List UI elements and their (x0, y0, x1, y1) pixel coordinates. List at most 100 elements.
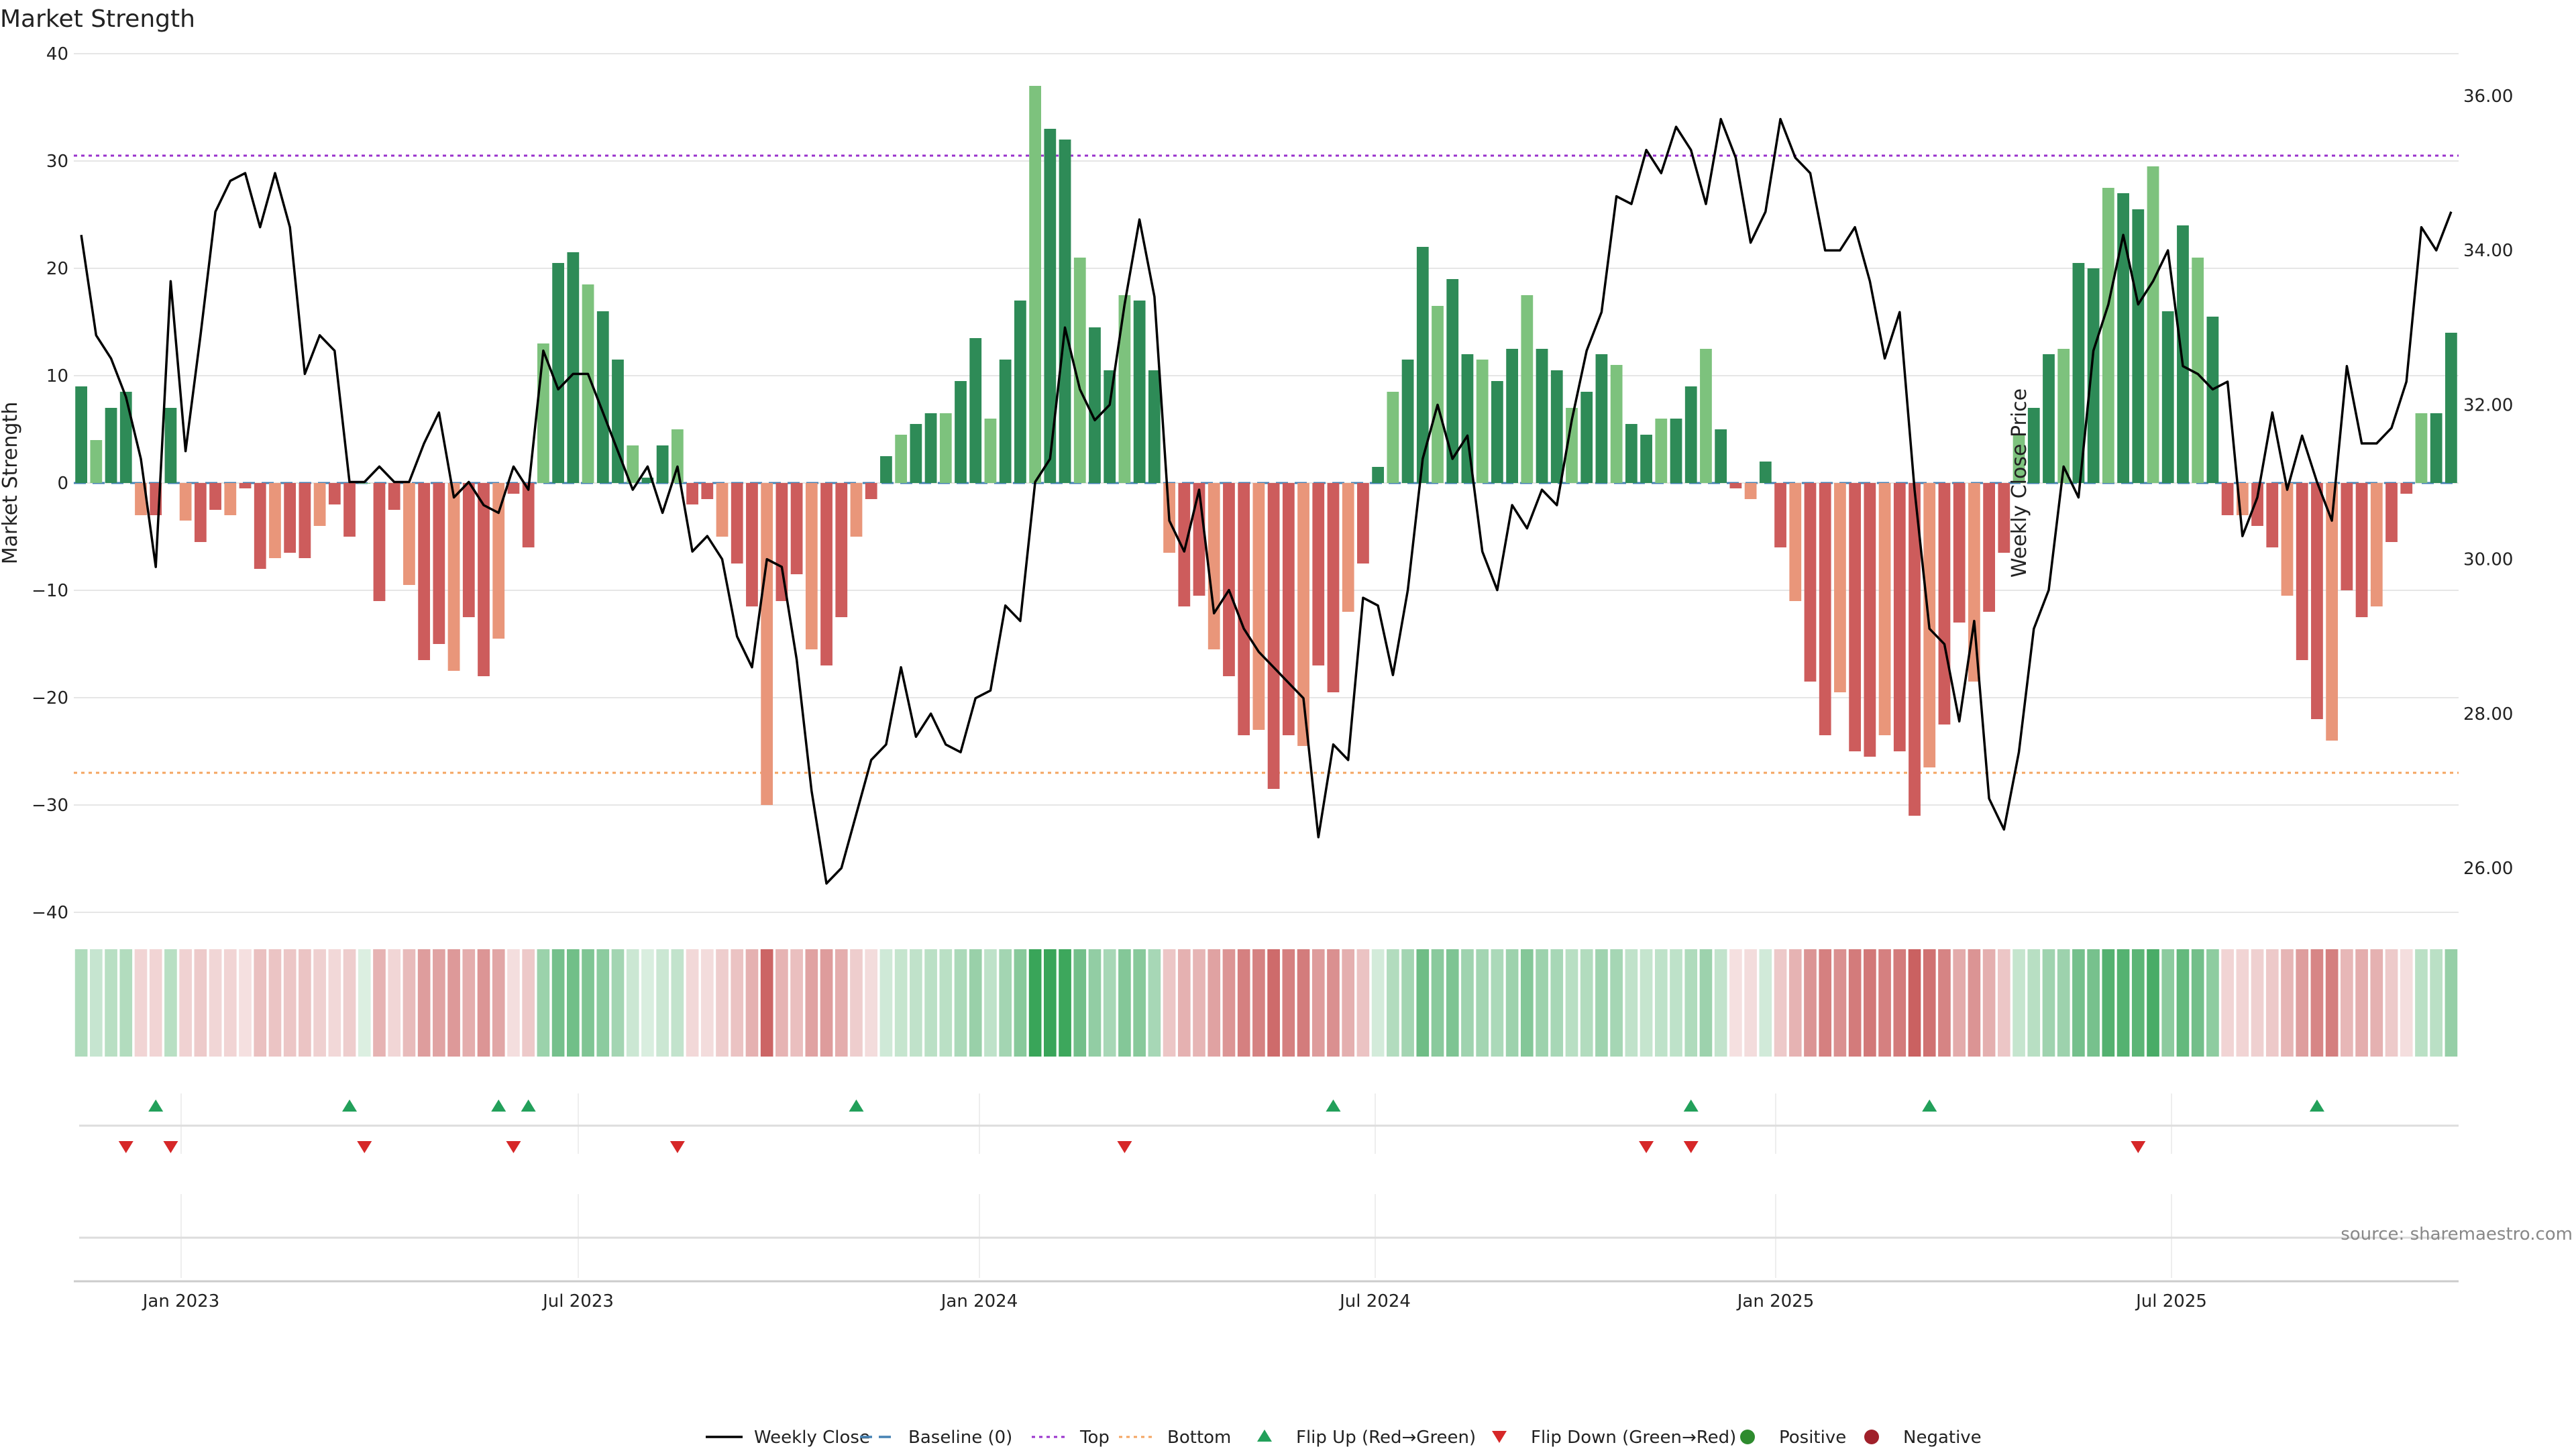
strength-heat-cell (239, 949, 252, 1057)
strength-heat-cell (1118, 949, 1131, 1057)
strength-heat-cell (939, 949, 953, 1057)
strength-heat-cell (2116, 949, 2130, 1057)
strength-bar (1416, 247, 1429, 483)
flip-down-marker (163, 1141, 178, 1153)
strength-heat-cell (1893, 949, 1907, 1057)
strength-bar (2370, 483, 2383, 606)
strength-heat-cell (1908, 949, 1921, 1057)
strength-heat-cell (1714, 949, 1727, 1057)
strength-heat-cell (582, 949, 594, 1057)
strength-heat-cell (999, 949, 1012, 1057)
strength-bar (75, 386, 87, 483)
strength-bar (2415, 413, 2428, 483)
strength-bar (239, 483, 252, 488)
strength-heat-cell (1729, 949, 1742, 1057)
strength-heat-cell (2400, 949, 2413, 1057)
strength-heat-cell (2027, 949, 2041, 1057)
strength-bar (2117, 193, 2129, 483)
flip-down-marker (1683, 1141, 1699, 1153)
y-tick-label: 0 (57, 474, 68, 494)
strength-heat-cell (1580, 949, 1593, 1057)
legend-label: Bottom (1167, 1428, 1231, 1448)
strength-bar (1118, 295, 1131, 483)
strength-bar (1655, 419, 1668, 483)
strength-bar (641, 478, 654, 483)
strength-heat-cell (611, 949, 625, 1057)
strength-bar (2296, 483, 2308, 660)
y-tick-label: 30 (46, 152, 68, 172)
strength-heat-cell (1654, 949, 1668, 1057)
strength-heat-cell (1565, 949, 1578, 1057)
reference-lines (74, 154, 2459, 774)
strength-bar (775, 483, 788, 601)
strength-heat-cell (671, 949, 684, 1057)
strength-heat-cell (2355, 949, 2368, 1057)
strength-bar (1521, 295, 1534, 483)
strength-heat-cell (343, 949, 356, 1057)
strength-heat-cell (1610, 949, 1623, 1057)
strength-heat-cell (954, 949, 967, 1057)
chart-title: Market Strength (0, 5, 195, 33)
y2-tick-label: 36.00 (2463, 87, 2513, 107)
flip-down-marker (357, 1141, 372, 1153)
strength-bar (1789, 483, 1802, 601)
flip-up-marker (849, 1099, 864, 1112)
strength-bar (1595, 354, 1608, 483)
strength-heat-cell (1311, 949, 1325, 1057)
strength-bar (731, 483, 743, 564)
strength-heat-cell (1222, 949, 1236, 1057)
strength-heat-cell (2161, 949, 2175, 1057)
strength-heat-cell (1073, 949, 1087, 1057)
y-axis-label: Market Strength (0, 402, 22, 564)
strength-bar (1909, 483, 1921, 816)
strength-heat-cell (134, 949, 148, 1057)
strength-heat-cell (2445, 949, 2458, 1057)
strength-heat-cell (194, 949, 207, 1057)
strength-heat-cell (2012, 949, 2025, 1057)
strength-heat-cell (119, 949, 133, 1057)
strength-heat-cell (1148, 949, 1161, 1057)
x-axis-ticks: Jan 2023 Jul 2023 Jan 2024 Jul 2024 Jan 2025… (142, 1291, 2207, 1311)
strength-bar (284, 483, 297, 553)
strength-heat-cell (1953, 949, 1966, 1057)
strength-heat-cell (2325, 949, 2339, 1057)
strength-heat-cell (969, 949, 982, 1057)
strength-bar (1983, 483, 1995, 612)
strength-bar (1357, 483, 1369, 564)
strength-bar (1670, 419, 1682, 483)
strength-heat-cell (1237, 949, 1250, 1057)
strength-heat-cell (2296, 949, 2309, 1057)
strength-bar (612, 360, 624, 483)
strength-heat-cell (2221, 949, 2234, 1057)
strength-bar (790, 483, 803, 574)
strength-bar (2400, 483, 2413, 494)
strength-heat-cell (910, 949, 922, 1057)
strength-bar (1044, 129, 1057, 483)
strength-heat-cell (1297, 949, 1310, 1057)
y-tick-label: −30 (32, 796, 68, 816)
strength-heat-cell (775, 949, 788, 1057)
strength-bar (358, 483, 371, 484)
strength-heat-cell (373, 949, 386, 1057)
strength-heat-cell (283, 949, 297, 1057)
flip-markers-panel (74, 1093, 2459, 1283)
strength-heat-cell (1997, 949, 2010, 1057)
y2-tick-label: 32.00 (2463, 395, 2513, 415)
strength-bar (433, 483, 445, 644)
strength-bar (910, 424, 922, 483)
strength-heat-cell (2265, 949, 2279, 1057)
strength-bar (2385, 483, 2398, 542)
strength-bar (2161, 311, 2174, 483)
strength-bar (2221, 483, 2234, 515)
y-tick-label: 40 (46, 44, 68, 64)
strength-bar (2281, 483, 2294, 596)
strength-heat-cell (1103, 949, 1116, 1057)
strength-heat-cell (1505, 949, 1519, 1057)
strength-heat-cell (1327, 949, 1340, 1057)
strength-bar (1104, 370, 1116, 483)
strength-bar (1238, 483, 1250, 735)
strength-bar (1312, 483, 1325, 665)
strength-bar (2445, 333, 2457, 483)
flip-up-marker (491, 1099, 506, 1112)
strength-bar (1432, 306, 1444, 483)
